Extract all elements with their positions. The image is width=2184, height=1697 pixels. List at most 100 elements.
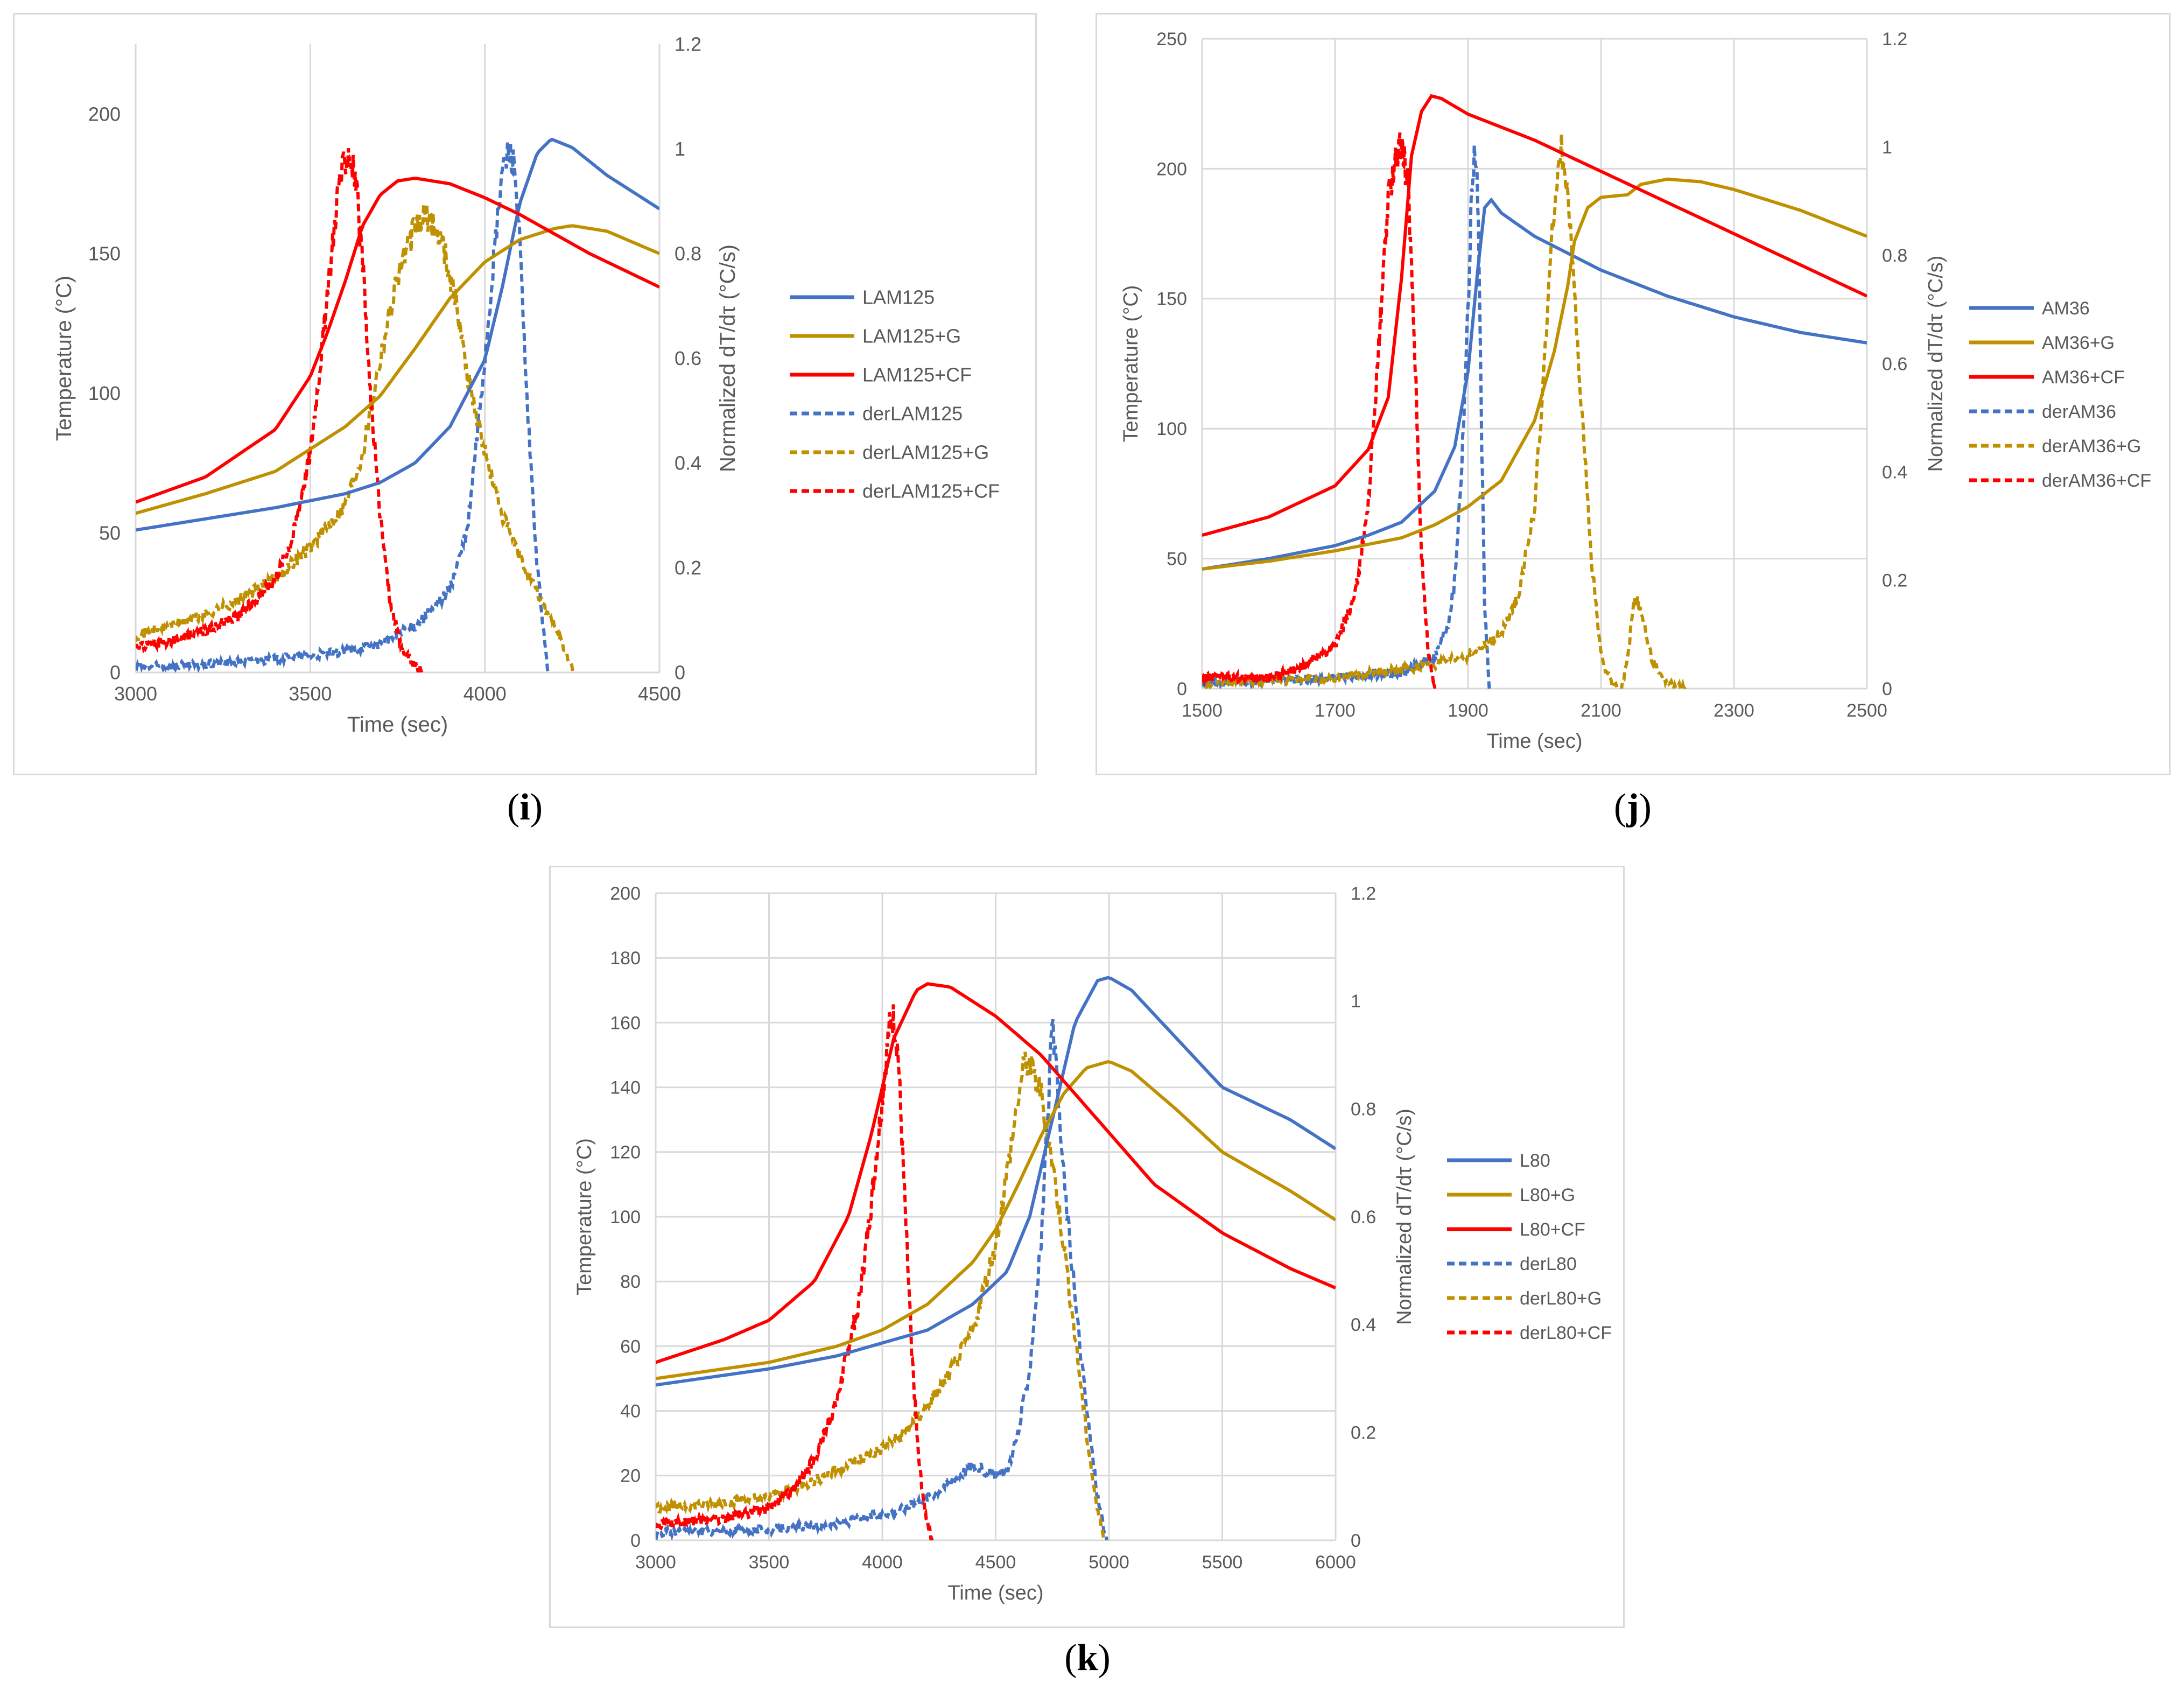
- y2-tick-label: 0.8: [675, 243, 701, 265]
- series-line-derlam125-plus-g: [136, 204, 575, 672]
- y2-tick-label: 1.2: [675, 33, 701, 55]
- x-tick-label: 5500: [1202, 1552, 1243, 1573]
- y2-axis-title: Normalized dT/dτ (°C/s): [716, 244, 740, 472]
- grid: [135, 44, 661, 672]
- legend: LAM125 LAM125+G LAM125+CF derLAM125 derLAM12…: [790, 286, 1000, 502]
- panel-label-i: (i): [507, 787, 543, 828]
- x-tick-label: 1500: [1182, 700, 1223, 721]
- x-axis-title: Time (sec): [1486, 730, 1582, 753]
- series-line-derl80-plus-cf: [656, 1004, 934, 1540]
- y-tick-label: 100: [88, 382, 121, 404]
- legend-label: derAM36+G: [2042, 436, 2141, 457]
- y-tick-label: 50: [1167, 549, 1187, 570]
- y-tick-label: 20: [620, 1466, 641, 1486]
- legend-label: derAM36+CF: [2042, 471, 2151, 491]
- y2-tick-label: 1.2: [1882, 29, 1907, 50]
- y2-tick-label: 1: [1882, 137, 1892, 158]
- y-tick-label: 150: [1156, 289, 1187, 310]
- legend-label: LAM125+CF: [862, 364, 972, 386]
- y-axis-title: Temperature (°C): [52, 276, 76, 441]
- legend: AM36 AM36+G AM36+CF derAM36 derAM36+G derAM36…: [1969, 298, 2151, 491]
- legend-label: derAM36: [2042, 402, 2116, 422]
- y-tick-label: 0: [630, 1531, 641, 1551]
- y-tick-label: 200: [88, 103, 121, 125]
- x-tick-label: 3500: [749, 1552, 790, 1573]
- series-line-l80-plus-cf: [656, 982, 1336, 1364]
- series-line-am36: [1202, 197, 1867, 571]
- chart-svg-j: 1500 1700 1900 2100 2300 25000501001502002500…: [1120, 29, 2151, 753]
- y2-tick-label: 1: [1351, 991, 1361, 1012]
- x-tick-label: 5000: [1089, 1552, 1129, 1573]
- legend-label: derLAM125: [862, 403, 963, 425]
- series-line-lam125-plus-cf: [136, 177, 659, 504]
- y-tick-label: 120: [610, 1142, 641, 1163]
- x-tick-label: 6000: [1315, 1552, 1356, 1573]
- chart-panel-j: 1500 1700 1900 2100 2300 2500 0 50 100 150 200 250 0…: [1095, 13, 2171, 775]
- y2-tick-label: 0.4: [675, 452, 701, 474]
- x-tick-label: 4500: [975, 1552, 1016, 1573]
- x-tick-label: 1900: [1448, 700, 1488, 721]
- chart-panel-k: 3000 3500 4000 4500 5000 5500 6000 0 20 40 60 80 100…: [549, 866, 1625, 1628]
- y2-tick-label: 1.2: [1351, 883, 1376, 904]
- panel-label-j: (j): [1614, 787, 1652, 828]
- y-tick-label: 60: [620, 1336, 641, 1357]
- y2-tick-label: 0.6: [675, 347, 701, 369]
- legend-label: derLAM125+G: [862, 441, 989, 464]
- series-line-l80: [656, 976, 1336, 1387]
- y-tick-label: 200: [610, 883, 641, 904]
- series-line-derl80-plus-g: [656, 1051, 1106, 1540]
- legend-label: LAM125+G: [862, 325, 961, 347]
- y-tick-label: 100: [610, 1207, 641, 1228]
- chart-svg-k: 3000 3500 4000 4500 5000 5500 6000020406080100…: [573, 883, 1612, 1604]
- y2-tick-label: 0: [1882, 679, 1892, 699]
- series-line-derl80: [656, 1019, 1108, 1540]
- y2-axis-title: Normalized dT/dτ (°C/s): [1393, 1109, 1416, 1325]
- x-tick-label: 3500: [289, 683, 332, 705]
- y2-tick-label: 0: [675, 662, 685, 684]
- legend: L80 L80+G L80+CF derL80 derL80+G derL80+CF: [1447, 1151, 1612, 1343]
- y-tick-label: 100: [1156, 419, 1187, 439]
- y2-axis-title: Normalized dT/dτ (°C/s): [1925, 256, 1947, 472]
- y2-tick-label: 0.8: [1351, 1099, 1376, 1120]
- legend-label: AM36+G: [2042, 333, 2115, 353]
- y-tick-label: 150: [88, 243, 121, 265]
- legend-label: derL80+CF: [1520, 1323, 1612, 1343]
- series-line-derlam125: [136, 142, 550, 672]
- series-line-lam125-plus-g: [136, 224, 659, 515]
- x-tick-label: 4000: [464, 683, 507, 705]
- chart-svg-i: 3000 3500 4000 450005010015020000.20.40.60.…: [52, 33, 1000, 737]
- y2-tick-label: 0.4: [1351, 1315, 1376, 1335]
- series-line-lam125: [136, 137, 659, 532]
- x-tick-label: 4500: [638, 683, 681, 705]
- y-tick-label: 0: [110, 662, 121, 684]
- series-line-deram36-plus-cf: [1202, 132, 1437, 689]
- x-tick-label: 1700: [1315, 700, 1356, 721]
- chart-panel-i: 3000 3500 4000 4500 0 50 100 150 200 0 0.2 0.4 0.6 0.…: [13, 13, 1037, 775]
- legend-label: L80: [1520, 1151, 1550, 1171]
- legend-label: derLAM125+CF: [862, 480, 1000, 502]
- legend-label: derL80+G: [1520, 1288, 1602, 1309]
- y2-tick-label: 0.6: [1882, 354, 1907, 374]
- y-axis-title: Temperature (°C): [1120, 285, 1142, 443]
- y2-tick-label: 0.2: [1351, 1423, 1376, 1443]
- y-tick-label: 160: [610, 1013, 641, 1033]
- y2-tick-label: 0.8: [1882, 246, 1907, 266]
- legend-label: AM36+CF: [2042, 367, 2125, 388]
- series-line-deram36: [1202, 145, 1491, 689]
- legend-label: L80+CF: [1520, 1219, 1585, 1240]
- y-tick-label: 200: [1156, 159, 1187, 179]
- y2-tick-label: 0: [1351, 1531, 1361, 1551]
- x-axis-title: Time (sec): [947, 1582, 1043, 1604]
- grid: [655, 892, 1337, 1541]
- y2-tick-label: 0.6: [1351, 1207, 1376, 1228]
- y2-tick-label: 1: [675, 138, 685, 160]
- y-tick-label: 140: [610, 1078, 641, 1098]
- y-tick-label: 180: [610, 948, 641, 969]
- series-line-am36-plus-cf: [1202, 94, 1867, 537]
- legend-label: derL80: [1520, 1254, 1577, 1274]
- y2-tick-label: 0.2: [1882, 571, 1907, 591]
- x-tick-label: 2100: [1581, 700, 1621, 721]
- y-tick-label: 250: [1156, 29, 1187, 50]
- grid: [1201, 38, 1868, 690]
- x-tick-label: 3000: [635, 1552, 676, 1573]
